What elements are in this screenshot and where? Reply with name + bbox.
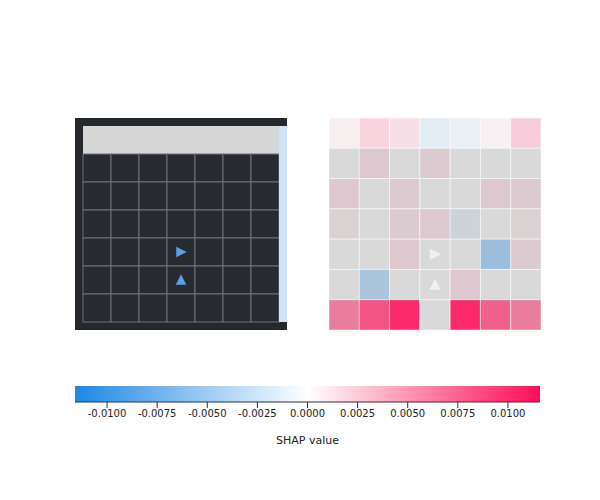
svg-text:0.0025: 0.0025 <box>340 408 375 419</box>
svg-text:0.0100: 0.0100 <box>490 408 525 419</box>
svg-text:-0.0050: -0.0050 <box>188 408 227 419</box>
svg-text:SHAP value: SHAP value <box>276 434 339 447</box>
svg-text:0.0075: 0.0075 <box>440 408 475 419</box>
svg-text:0.0050: 0.0050 <box>390 408 425 419</box>
svg-text:-0.0075: -0.0075 <box>138 408 177 419</box>
svg-text:0.0000: 0.0000 <box>290 408 325 419</box>
svg-text:-0.0100: -0.0100 <box>88 408 127 419</box>
svg-text:-0.0025: -0.0025 <box>238 408 277 419</box>
